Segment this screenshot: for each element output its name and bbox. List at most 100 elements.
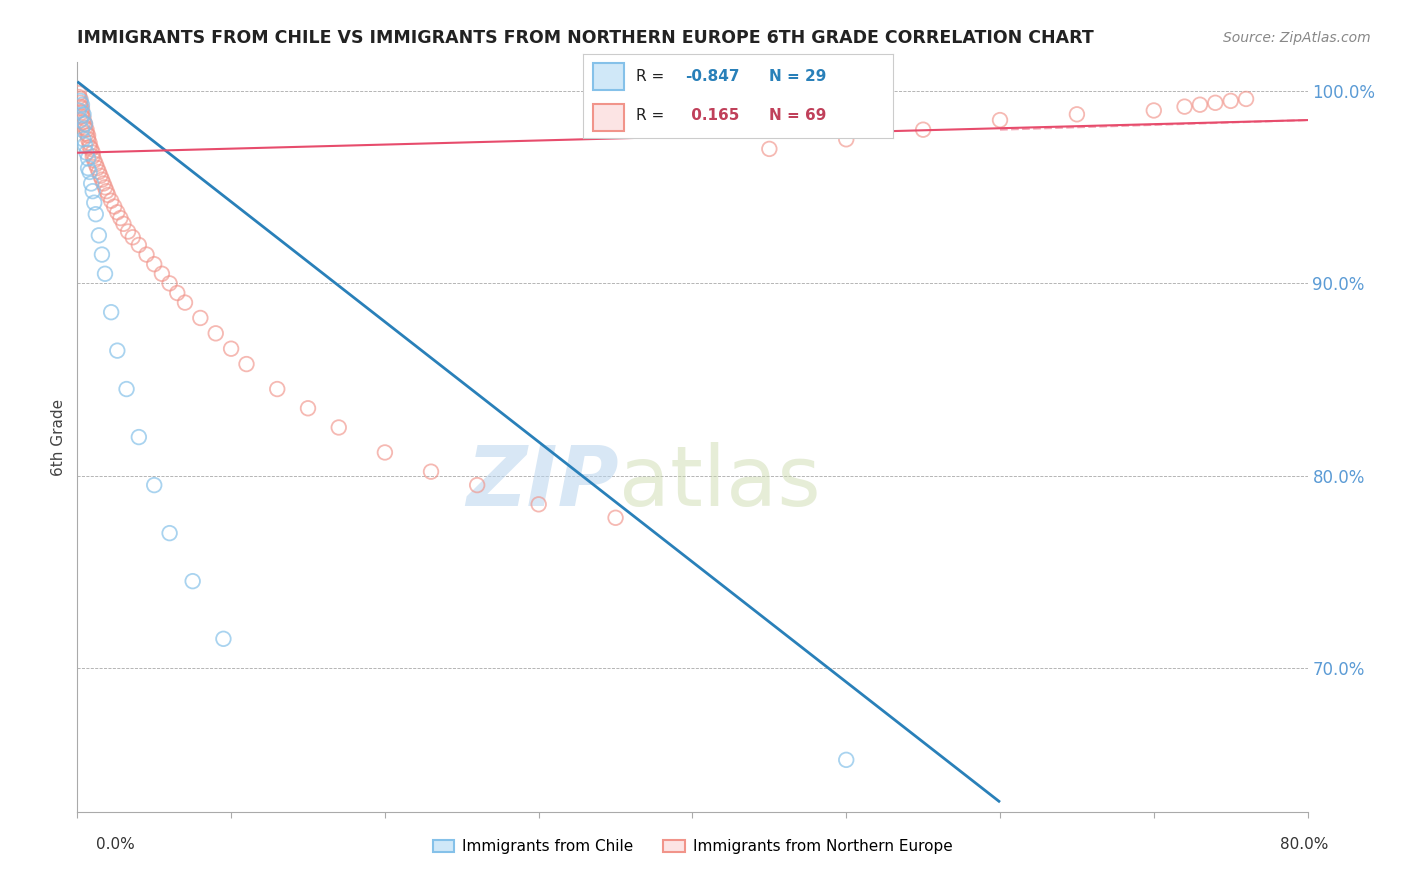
Point: [77, 128, 100, 143]
Point: [69, 100, 91, 114]
Point: [1174, 100, 1197, 114]
Point: [1188, 97, 1211, 112]
Point: [82, 184, 104, 198]
Text: Source: ZipAtlas.com: Source: ZipAtlas.com: [1223, 31, 1371, 45]
Point: [87, 165, 110, 179]
Point: [1204, 95, 1226, 110]
Point: [69, 94, 91, 108]
Point: [143, 478, 166, 492]
Text: -0.847: -0.847: [686, 69, 740, 84]
Point: [174, 295, 197, 310]
Point: [420, 465, 443, 479]
Point: [76, 145, 98, 160]
Text: N = 29: N = 29: [769, 69, 827, 84]
Point: [105, 343, 128, 358]
Point: [83, 195, 105, 210]
Point: [89, 169, 111, 183]
Text: R =: R =: [636, 69, 669, 84]
Point: [69, 92, 91, 106]
Point: [135, 247, 157, 261]
Point: [76, 127, 98, 141]
Point: [73, 120, 96, 135]
Point: [105, 205, 128, 219]
Point: [72, 107, 94, 121]
Point: [181, 574, 204, 589]
Point: [1219, 94, 1241, 108]
Point: [835, 132, 858, 146]
Point: [150, 267, 173, 281]
Point: [112, 217, 135, 231]
Point: [758, 142, 780, 156]
Point: [100, 305, 122, 319]
Point: [69, 113, 91, 128]
Y-axis label: 6th Grade: 6th Grade: [51, 399, 66, 475]
Point: [96, 184, 118, 198]
Point: [77, 132, 100, 146]
Text: atlas: atlas: [619, 442, 820, 523]
Point: [93, 177, 115, 191]
Point: [297, 401, 319, 416]
Point: [97, 188, 120, 202]
Point: [1066, 107, 1088, 121]
Point: [90, 172, 114, 186]
Point: [73, 117, 96, 131]
Point: [70, 109, 93, 123]
Point: [212, 632, 235, 646]
Point: [188, 310, 212, 325]
Bar: [593, 104, 624, 131]
Point: [77, 161, 100, 175]
Text: 0.165: 0.165: [686, 108, 740, 123]
Point: [86, 161, 108, 175]
Text: R =: R =: [636, 108, 669, 123]
Text: 80.0%: 80.0%: [1281, 838, 1329, 852]
Point: [143, 257, 166, 271]
Point: [72, 111, 94, 125]
Point: [72, 132, 94, 146]
Point: [77, 152, 100, 166]
Text: IMMIGRANTS FROM CHILE VS IMMIGRANTS FROM NORTHERN EUROPE 6TH GRADE CORRELATION C: IMMIGRANTS FROM CHILE VS IMMIGRANTS FROM…: [77, 29, 1094, 47]
Point: [110, 211, 132, 225]
Point: [988, 113, 1011, 128]
Text: 0.0%: 0.0%: [96, 838, 135, 852]
Text: ZIP: ZIP: [465, 442, 619, 523]
Point: [80, 177, 103, 191]
Point: [67, 103, 90, 118]
Point: [70, 102, 93, 116]
Point: [79, 165, 101, 179]
Point: [266, 382, 288, 396]
Point: [72, 115, 94, 129]
Point: [115, 382, 138, 396]
Point: [94, 267, 117, 281]
Point: [73, 117, 96, 131]
Point: [100, 194, 122, 208]
Bar: [593, 62, 624, 90]
Point: [527, 497, 550, 511]
Point: [328, 420, 350, 434]
Point: [159, 277, 181, 291]
Point: [374, 445, 396, 459]
Point: [84, 157, 107, 171]
Point: [121, 230, 143, 244]
Point: [835, 753, 858, 767]
Point: [84, 207, 107, 221]
Point: [465, 478, 488, 492]
Point: [79, 136, 101, 150]
Point: [90, 247, 114, 261]
Point: [912, 122, 935, 136]
Point: [80, 142, 103, 156]
Point: [605, 510, 627, 524]
Point: [219, 342, 242, 356]
Point: [128, 430, 150, 444]
Point: [166, 285, 188, 300]
Point: [235, 357, 257, 371]
Point: [1143, 103, 1166, 118]
Point: [73, 138, 96, 153]
Point: [79, 140, 101, 154]
Point: [82, 150, 104, 164]
Point: [70, 105, 93, 120]
Point: [67, 90, 90, 104]
Point: [117, 225, 139, 239]
Point: [82, 145, 104, 160]
Text: N = 69: N = 69: [769, 108, 827, 123]
Point: [70, 122, 93, 136]
